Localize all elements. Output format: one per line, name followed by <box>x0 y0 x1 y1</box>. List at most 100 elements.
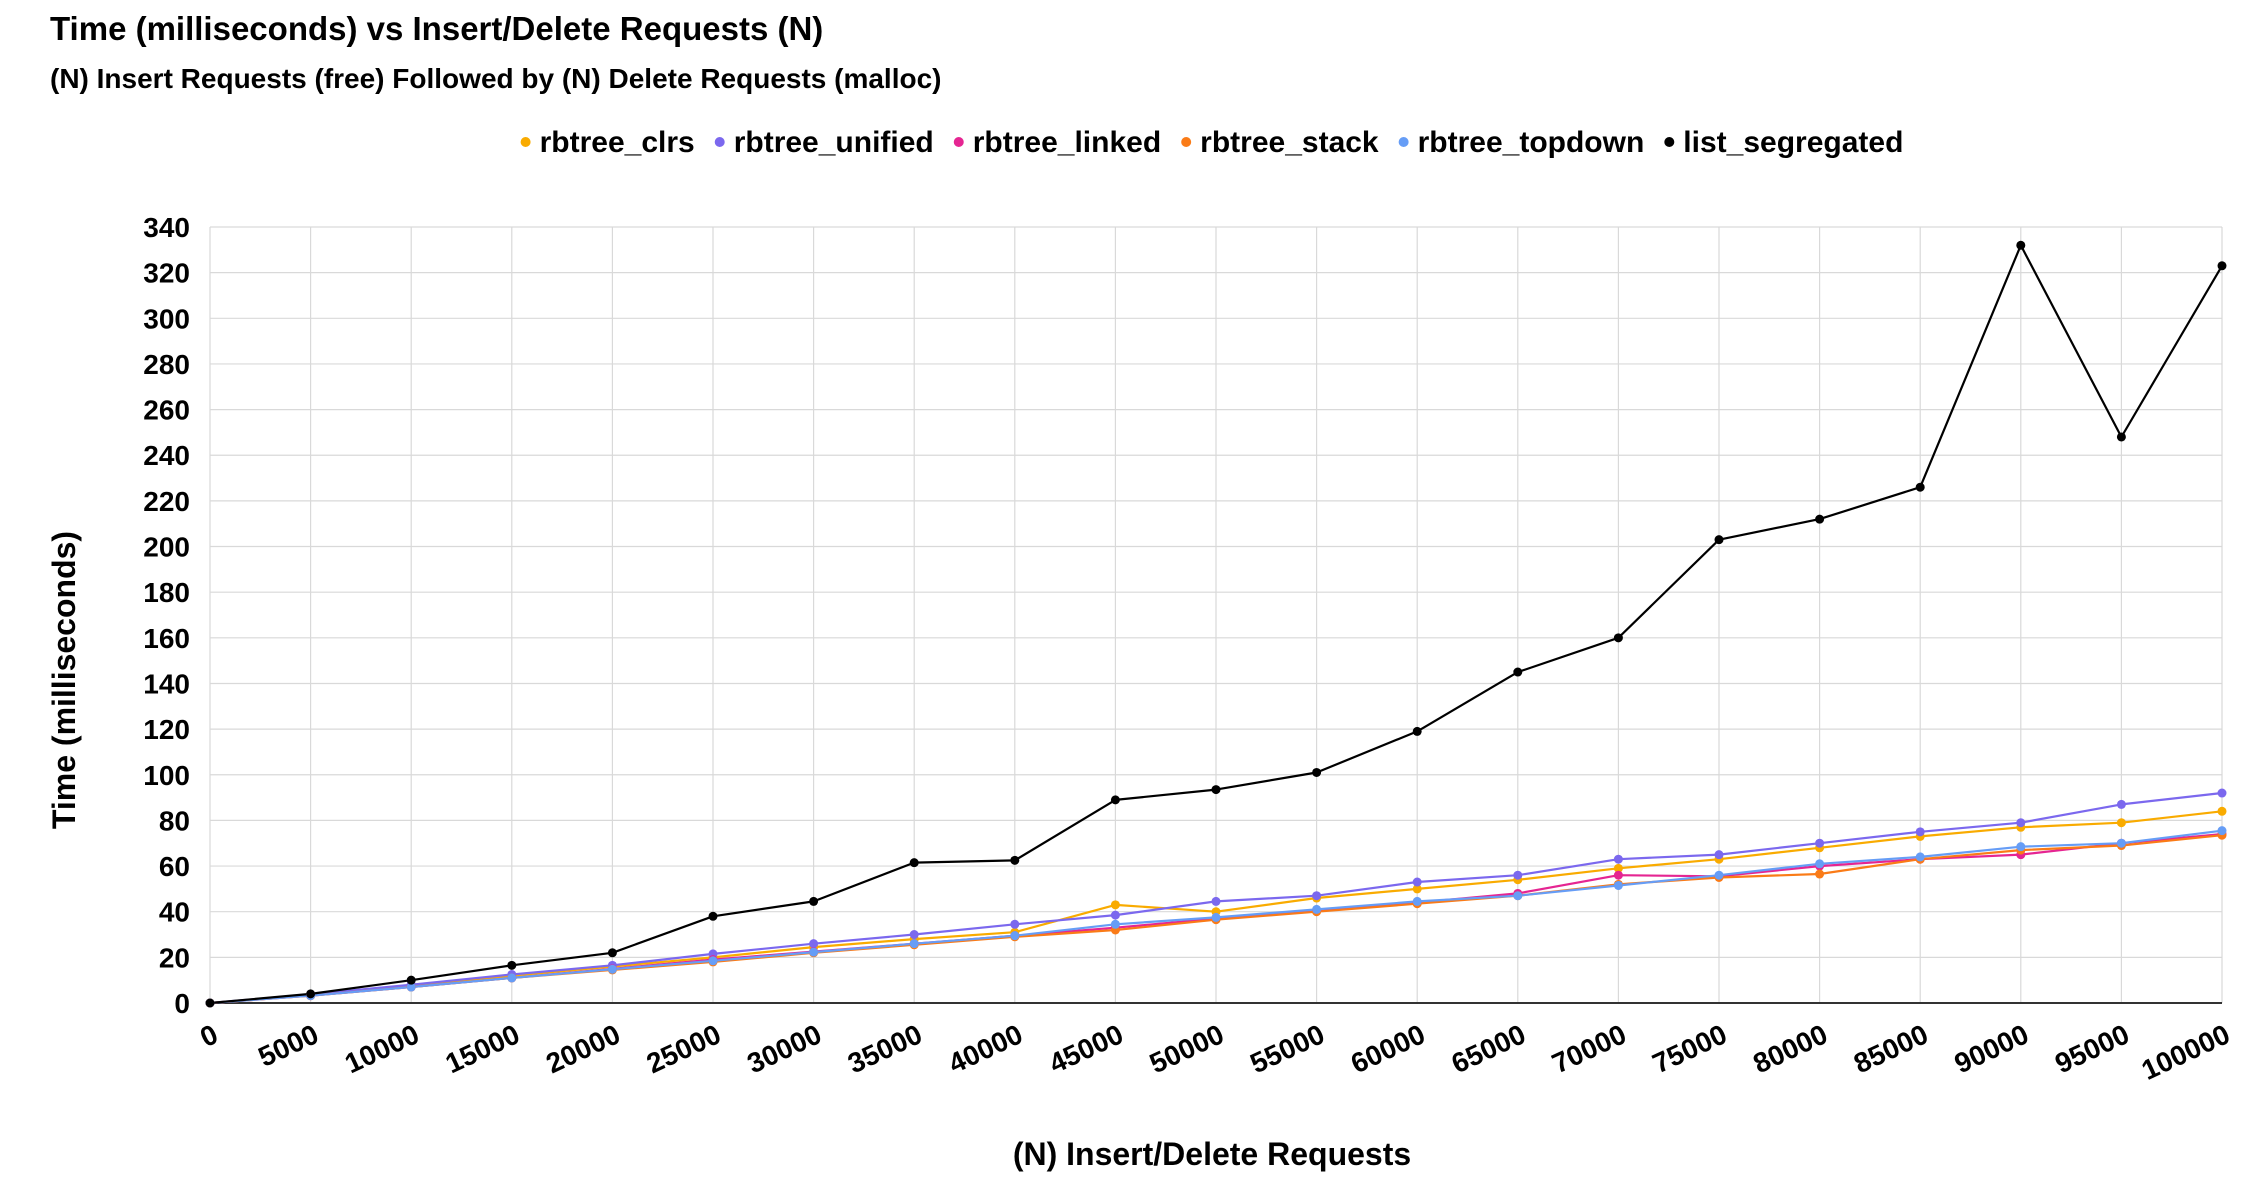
x-axis-ticks: 0 5000 10000 15000 20000 25000 30000 35000 40000… <box>195 1018 2234 1086</box>
data-point-rbtree_unified <box>1312 891 1322 901</box>
legend: rbtree_clrs rbtree_unified rbtree_linked rb… <box>520 126 1903 159</box>
data-point-rbtree_topdown <box>507 973 517 983</box>
legend-item-list_segregated: list_segregated <box>1664 126 1903 159</box>
chart-subtitle: (N) Insert Requests (free) Followed by (… <box>50 63 942 94</box>
x-tick-label: 45000 <box>1044 1018 1128 1079</box>
data-point-list_segregated <box>809 896 819 906</box>
data-point-list_segregated <box>406 975 416 985</box>
data-point-rbtree_unified <box>1513 870 1523 880</box>
y-tick-label: 320 <box>143 258 190 289</box>
x-tick-label: 100000 <box>2137 1018 2235 1086</box>
legend-marker <box>953 137 964 147</box>
y-axis-label: Time (milliseconds) <box>46 531 82 829</box>
y-tick-label: 160 <box>143 623 190 654</box>
x-tick-label: 55000 <box>1245 1018 1329 1079</box>
y-axis-ticks: 0 20 40 60 80 100 120 140 160 180 200 220 240 260 280 3… <box>143 212 190 1019</box>
legend-item-rbtree_clrs: rbtree_clrs <box>520 126 695 159</box>
data-point-rbtree_unified <box>1613 854 1623 864</box>
x-tick-label: 85000 <box>1849 1018 1933 1079</box>
legend-label: list_segregated <box>1683 126 1903 159</box>
data-point-list_segregated <box>708 911 718 921</box>
data-point-rbtree_topdown <box>1412 896 1422 906</box>
y-tick-label: 40 <box>159 897 190 928</box>
data-point-list_segregated <box>1312 767 1322 777</box>
x-tick-label: 50000 <box>1145 1018 1229 1079</box>
x-tick-label: 60000 <box>1346 1018 1430 1079</box>
y-tick-label: 20 <box>159 942 190 973</box>
y-tick-label: 120 <box>143 714 190 745</box>
y-tick-label: 0 <box>174 988 190 1019</box>
legend-label: rbtree_stack <box>1200 126 1379 159</box>
data-point-rbtree_unified <box>1815 838 1825 848</box>
y-tick-label: 140 <box>143 668 190 699</box>
data-point-list_segregated <box>1412 726 1422 736</box>
data-point-rbtree_clrs <box>1412 884 1422 894</box>
data-point-rbtree_unified <box>1714 850 1724 860</box>
x-tick-label: 80000 <box>1748 1018 1832 1079</box>
y-tick-label: 260 <box>143 395 190 426</box>
legend-item-rbtree_stack: rbtree_stack <box>1181 126 1379 159</box>
data-point-rbtree_topdown <box>2016 842 2026 852</box>
data-point-rbtree_topdown <box>1010 931 1020 941</box>
data-point-rbtree_topdown <box>1513 891 1523 901</box>
data-point-rbtree_unified <box>2016 818 2026 828</box>
data-point-rbtree_topdown <box>1110 919 1120 929</box>
legend-item-rbtree_topdown: rbtree_topdown <box>1398 126 1645 159</box>
data-point-rbtree_topdown <box>1613 880 1623 890</box>
data-point-list_segregated <box>1815 514 1825 524</box>
data-point-list_segregated <box>205 998 215 1008</box>
x-tick-label: 65000 <box>1447 1018 1531 1079</box>
data-point-rbtree_unified <box>1110 910 1120 920</box>
x-tick-label: 0 <box>195 1018 222 1053</box>
legend-marker <box>1181 137 1192 147</box>
x-tick-label: 10000 <box>340 1018 424 1079</box>
legend-marker <box>520 137 531 147</box>
x-tick-label: 35000 <box>843 1018 927 1079</box>
x-tick-label: 30000 <box>742 1018 826 1079</box>
data-point-list_segregated <box>1513 667 1523 677</box>
y-tick-label: 280 <box>143 349 190 380</box>
x-tick-label: 40000 <box>944 1018 1028 1079</box>
data-point-list_segregated <box>2217 261 2227 271</box>
legend-label: rbtree_unified <box>734 126 934 159</box>
x-tick-label: 20000 <box>541 1018 625 1079</box>
data-point-rbtree_unified <box>809 939 819 949</box>
data-point-rbtree_topdown <box>406 982 416 992</box>
x-tick-label: 25000 <box>642 1018 726 1079</box>
data-point-rbtree_clrs <box>2217 806 2227 816</box>
data-point-list_segregated <box>1110 795 1120 805</box>
data-point-rbtree_linked <box>1613 870 1623 880</box>
data-point-list_segregated <box>507 960 517 970</box>
grid <box>209 226 2223 1004</box>
data-point-rbtree_unified <box>1915 827 1925 837</box>
data-point-list_segregated <box>306 989 316 999</box>
y-tick-label: 100 <box>143 760 190 791</box>
data-point-rbtree_topdown <box>1312 904 1322 914</box>
x-tick-label: 75000 <box>1648 1018 1732 1079</box>
x-tick-label: 5000 <box>254 1018 324 1072</box>
legend-label: rbtree_linked <box>973 126 1161 159</box>
data-point-rbtree_clrs <box>1110 900 1120 910</box>
data-point-rbtree_clrs <box>2116 818 2126 828</box>
y-tick-label: 60 <box>159 851 190 882</box>
y-tick-label: 240 <box>143 440 190 471</box>
x-tick-label: 15000 <box>441 1018 525 1079</box>
legend-marker <box>1664 137 1675 147</box>
data-point-rbtree_topdown <box>607 964 617 974</box>
data-point-list_segregated <box>1211 785 1221 795</box>
data-point-rbtree_topdown <box>2217 826 2227 836</box>
legend-label: rbtree_topdown <box>1418 126 1645 159</box>
data-point-rbtree_topdown <box>809 947 819 957</box>
data-point-list_segregated <box>1613 633 1623 643</box>
y-tick-label: 180 <box>143 577 190 608</box>
data-point-rbtree_topdown <box>1915 852 1925 862</box>
data-point-rbtree_clrs <box>1613 863 1623 873</box>
x-axis-label: (N) Insert/Delete Requests <box>1013 1136 1411 1172</box>
data-point-rbtree_unified <box>1211 896 1221 906</box>
data-point-rbtree_topdown <box>1211 912 1221 922</box>
y-tick-label: 220 <box>143 486 190 517</box>
data-point-rbtree_topdown <box>1714 870 1724 880</box>
y-tick-label: 80 <box>159 805 190 836</box>
x-tick-label: 95000 <box>2050 1018 2134 1079</box>
